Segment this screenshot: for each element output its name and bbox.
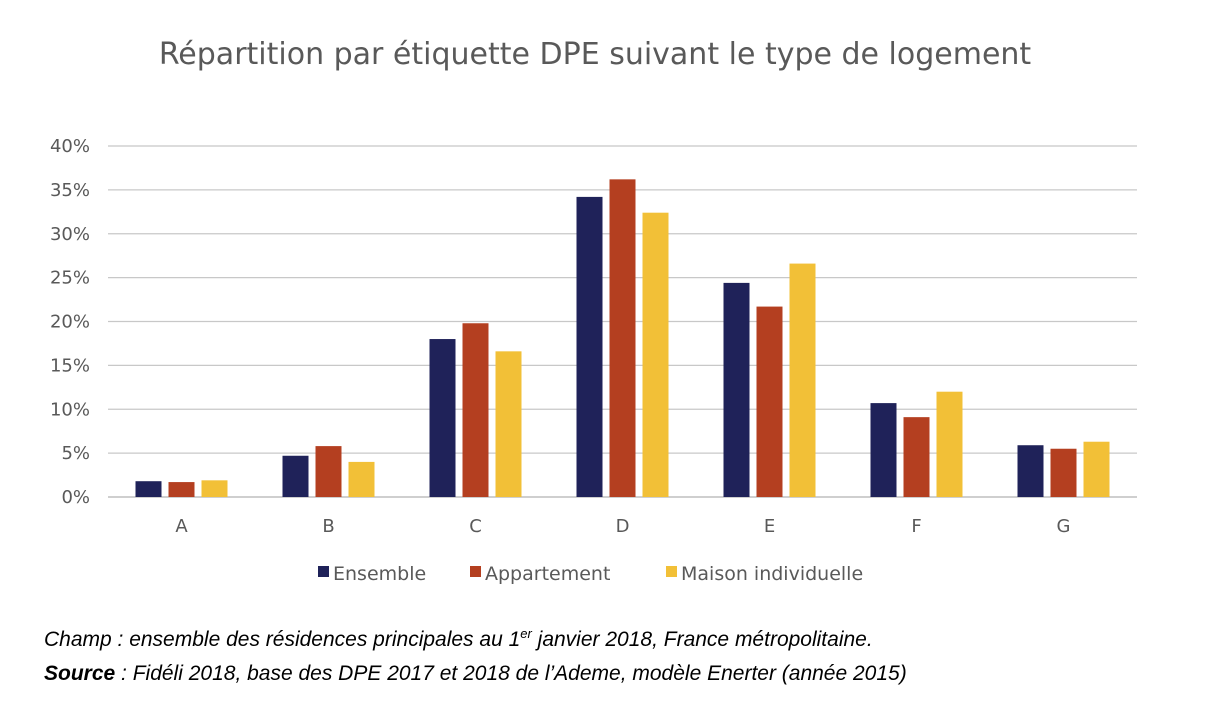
y-axis-ticks: 0% 5% 10% 15% 20% 25% 30% 35% 40% bbox=[50, 136, 90, 508]
source-label: Source bbox=[44, 662, 116, 685]
x-tick-label: B bbox=[322, 516, 334, 537]
champ-text: Champ : ensemble des résidences principa… bbox=[44, 628, 521, 651]
champ-superscript: er bbox=[520, 626, 532, 641]
bar-ensemble-c bbox=[429, 339, 456, 497]
champ-text-end: janvier 2018, France métropolitaine. bbox=[531, 628, 873, 651]
bar-maison-individuelle-a bbox=[201, 480, 228, 497]
bar-appartement-d bbox=[609, 179, 636, 497]
legend-swatch bbox=[666, 566, 677, 577]
legend-label: Appartement bbox=[485, 563, 610, 585]
bar-ensemble-d bbox=[576, 196, 603, 497]
bar-maison-individuelle-d bbox=[642, 212, 669, 497]
x-tick-label: G bbox=[1057, 516, 1071, 537]
bar-appartement-g bbox=[1050, 448, 1077, 497]
y-tick-label: 10% bbox=[50, 399, 90, 420]
legend-swatch bbox=[470, 566, 481, 577]
bar-maison-individuelle-f bbox=[936, 391, 963, 497]
y-tick-label: 40% bbox=[50, 136, 90, 157]
champ-note: Champ : ensemble des résidences principa… bbox=[44, 626, 873, 652]
x-tick-label: D bbox=[616, 516, 630, 537]
y-tick-label: 35% bbox=[50, 180, 90, 201]
x-tick-label: A bbox=[175, 516, 188, 537]
y-tick-label: 30% bbox=[50, 224, 90, 245]
legend-swatch bbox=[318, 566, 329, 577]
bars bbox=[135, 179, 1110, 497]
bar-ensemble-g bbox=[1017, 445, 1044, 497]
legend-label: Maison individuelle bbox=[681, 563, 863, 585]
y-tick-label: 20% bbox=[50, 312, 90, 333]
bar-ensemble-a bbox=[135, 481, 162, 497]
bar-ensemble-b bbox=[282, 455, 309, 497]
y-tick-label: 25% bbox=[50, 268, 90, 289]
bar-ensemble-e bbox=[723, 282, 750, 497]
x-axis-ticks: A B C D E F G bbox=[175, 516, 1070, 537]
source-text: : Fidéli 2018, base des DPE 2017 et 2018… bbox=[115, 662, 907, 685]
bar-maison-individuelle-b bbox=[348, 461, 375, 497]
legend: Ensemble Appartement Maison individuelle bbox=[318, 563, 863, 585]
bar-appartement-b bbox=[315, 446, 342, 497]
bar-maison-individuelle-c bbox=[495, 351, 522, 497]
legend-label: Ensemble bbox=[333, 563, 426, 585]
bar-appartement-a bbox=[168, 482, 195, 497]
bar-maison-individuelle-e bbox=[789, 263, 816, 497]
y-tick-label: 15% bbox=[50, 355, 90, 376]
x-tick-label: F bbox=[911, 516, 921, 537]
bar-ensemble-f bbox=[870, 403, 897, 497]
bar-maison-individuelle-g bbox=[1083, 441, 1110, 497]
source-note: Source : Fidéli 2018, base des DPE 2017 … bbox=[44, 662, 907, 686]
bar-appartement-c bbox=[462, 323, 489, 497]
y-tick-label: 0% bbox=[61, 487, 90, 508]
bar-appartement-f bbox=[903, 417, 930, 497]
bar-appartement-e bbox=[756, 306, 783, 497]
x-tick-label: E bbox=[764, 516, 775, 537]
y-tick-label: 5% bbox=[61, 443, 90, 464]
chart-title: Répartition par étiquette DPE suivant le… bbox=[158, 37, 1032, 72]
x-tick-label: C bbox=[469, 516, 482, 537]
